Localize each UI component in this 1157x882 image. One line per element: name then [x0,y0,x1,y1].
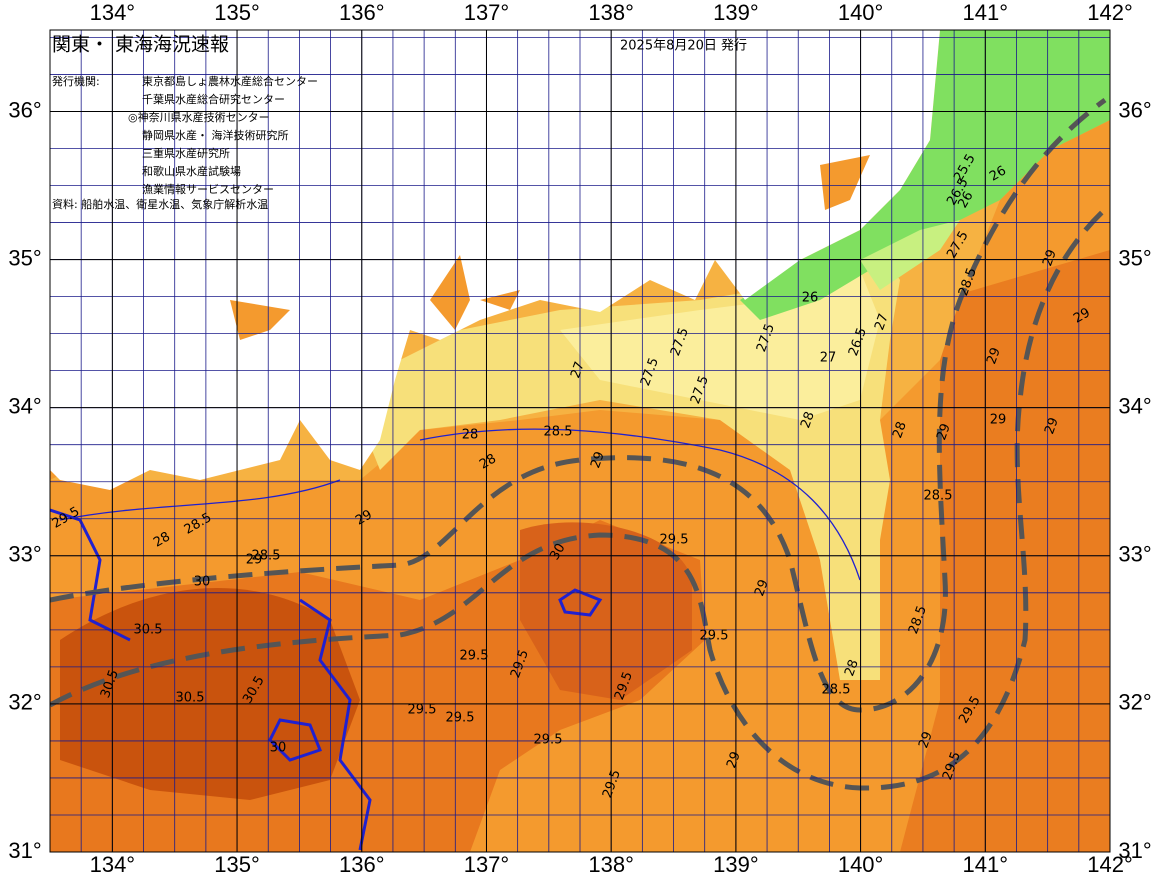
x-tick-label: 142° [1087,852,1133,877]
issuer-name: 千葉県水産総合研究センター [142,92,285,106]
issuer-name: 和歌山県水産試験場 [142,164,241,178]
x-tick-label: 134° [90,0,136,25]
y-tick-label: 35° [8,245,41,270]
issue-date: 2025年8月20日 発行 [620,39,747,54]
x-tick-label: 135° [214,0,260,25]
warmer-area [520,522,692,700]
contour-label: 29 [934,422,954,443]
contour-label: 26 [987,163,1009,184]
cold-area [860,220,960,290]
contour-label: 29 [752,578,772,599]
contour-label: 29 [1040,248,1060,269]
y-tick-label: 33° [1118,542,1151,567]
x-tick-label: 138° [588,0,634,25]
contour-label: 30.5 [176,691,205,706]
issuer-name: 三重県水産研究所 [142,146,230,160]
cold-area [740,30,1110,320]
x-tick-label: 134° [90,852,136,877]
issuer-name: 静岡県水産・ 海洋技術研究所 [142,128,289,142]
contour-label: 29.5 [446,711,475,726]
contour-label: 30.5 [134,623,163,638]
contour-label: 29 [916,730,936,751]
x-tick-label: 142° [1087,0,1133,25]
contour-label: 28.5 [924,489,953,504]
contour-label: 29 [1071,305,1093,326]
contour-label: 28 [151,529,173,550]
y-tick-label: 32° [8,690,41,715]
y-tick-label: 36° [1118,97,1151,122]
current-axis [50,97,1110,791]
y-tick-label: 34° [1118,393,1151,418]
x-tick-label: 137° [464,0,510,25]
y-tick-label: 33° [8,542,41,567]
issuer-name: 東京都島しょ農林水産総合センター [142,74,318,88]
contour-label: 28 [462,428,479,443]
contour-label: 26 [955,189,976,211]
issuer-name: 漁業情報サービスセンター [142,182,274,196]
y-tick-label: 31° [8,838,41,863]
source: 資料: 船舶水温、衛星水温、気象庁解析水温 [52,197,268,211]
contour-label: 27 [820,351,837,366]
x-tick-label: 140° [838,852,884,877]
contour-label: 29 [990,413,1007,428]
contour-label: 28 [477,451,499,472]
contour-label: 30 [547,541,568,563]
axes: 134° 134° 135° 135° 136° 136° 137° 137° 138° 138°… [8,0,1151,877]
y-tick-label: 36° [8,97,41,122]
y-tick-label: 34° [8,393,41,418]
contour-label: 28 [890,420,910,441]
x-tick-label: 139° [713,852,759,877]
contour-label: 29.5 [534,733,563,748]
x-tick-label: 139° [713,0,759,25]
contour-label: 29 [246,553,263,568]
contour-label: 28 [798,410,818,431]
contour-label: 28.5 [544,425,573,440]
x-tick-label: 141° [963,852,1009,877]
isotherms [50,428,861,851]
contour-label: 28 [842,658,862,679]
x-tick-label: 135° [214,852,260,877]
warm-area [900,250,1110,852]
x-tick-label: 136° [339,0,385,25]
contour-label: 29 [1042,416,1062,437]
contour-label: 28.5 [252,549,281,564]
contour-label: 26 [802,291,819,306]
contour-label: 29.5 [408,703,437,718]
map-frame [49,29,1111,853]
x-tick-label: 137° [464,852,510,877]
x-tick-label: 141° [963,0,1009,25]
contour-label: 29.5 [700,629,729,644]
contour-label: 28.5 [822,683,851,698]
x-tick-label: 138° [588,852,634,877]
contour-label: 29 [353,507,375,528]
y-tick-label: 32° [1118,690,1151,715]
y-tick-label: 35° [1118,245,1151,270]
contour-label: 29.5 [660,533,689,548]
contour-label: 29.5 [460,649,489,664]
warmest-area [60,587,360,800]
issuer-name: ◎神奈川県水産技術センター [128,110,270,124]
title: 関東・ 東海海況速報 [52,34,229,56]
x-tick-label: 140° [838,0,884,25]
contour-label: 29 [724,750,744,771]
y-tick-label: 31° [1118,838,1151,863]
grid [50,30,1110,852]
contour-label: 30 [270,741,287,756]
contour-label: 29 [588,450,608,471]
x-tick-label: 136° [339,852,385,877]
contour-label: 30 [194,575,211,590]
contour-label: 27 [568,360,588,381]
sea-temperature-field: 25.526.5262627.528.52929262726.52727.527… [50,30,1110,852]
cool-area [560,270,880,420]
issuers-label: 発行機関: [52,74,100,88]
contour-label: 29 [984,346,1004,367]
contour-label: 27 [872,312,892,333]
